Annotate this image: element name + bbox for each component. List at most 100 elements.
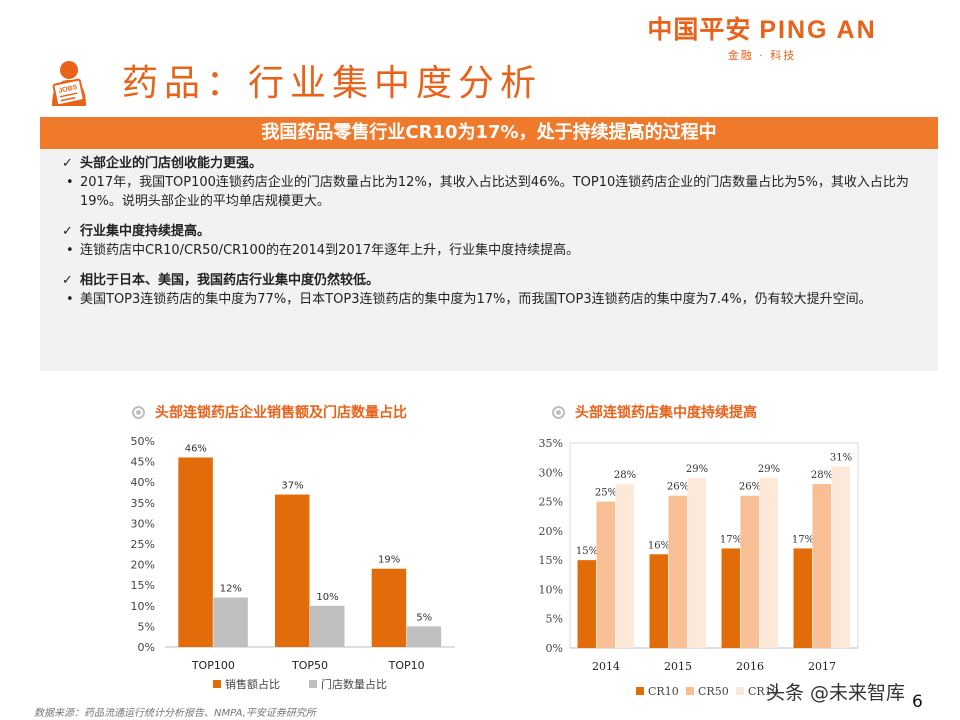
bar-门店数量占比 — [406, 626, 442, 647]
y-tick-label: 10% — [539, 583, 563, 596]
data-label: 28% — [811, 470, 833, 481]
y-tick-label: 25% — [539, 496, 563, 509]
summary-bullet: • 2017年，我国TOP100连锁药店企业的门店数量占比为12%，其收入占比达到… — [66, 175, 909, 209]
legend-label: CR10 — [748, 685, 779, 698]
bar-cr10 — [793, 548, 812, 648]
bar-cr100 — [615, 484, 634, 648]
data-label: 31% — [830, 452, 852, 463]
pingan-logo: 中国平安 PING AN 金融 · 科技 — [622, 16, 902, 63]
bar-cr50 — [812, 484, 831, 648]
y-tick-label: 35% — [539, 437, 563, 450]
data-label: 16% — [648, 540, 670, 551]
logo-en: PING AN — [759, 16, 877, 44]
bar-cr10 — [721, 548, 740, 648]
jobs-clipboard-icon: JOBS — [52, 61, 86, 107]
logo-text: 中国平安 PING AN — [622, 15, 902, 45]
data-label: 25% — [595, 488, 617, 499]
check-icon: ✓ — [62, 156, 73, 171]
check-icon: ✓ — [62, 273, 73, 288]
bar-cr100 — [687, 478, 706, 648]
x-tick-label: 2015 — [664, 660, 692, 673]
x-tick-label: TOP10 — [388, 659, 425, 672]
x-tick-label: 2016 — [736, 660, 764, 673]
y-tick-label: 40% — [131, 476, 155, 489]
summary-heading: ✓ 相比于日本、美国，我国药店行业集中度仍然较低。 — [62, 273, 380, 288]
x-tick-label: 2017 — [808, 660, 836, 673]
svg-text:JOBS: JOBS — [58, 84, 78, 95]
summary-heading: ✓ 行业集中度持续提高。 — [62, 224, 211, 239]
y-tick-label: 45% — [131, 456, 155, 469]
legend-label: CR10 — [648, 685, 679, 698]
data-label: 5% — [416, 612, 432, 623]
legend-label: 门店数量占比 — [321, 677, 387, 691]
x-tick-label: TOP100 — [191, 659, 235, 672]
bar-门店数量占比 — [310, 605, 345, 647]
y-tick-label: 5% — [138, 620, 155, 633]
x-tick-label: 2014 — [592, 660, 620, 673]
ring-bullet-icon — [552, 406, 565, 419]
summary-bullet: • 连锁药店中CR10/CR50/CR100的在2014到2017年逐年上升，行业… — [66, 243, 580, 258]
page-title: 药品：行业集中度分析 — [122, 63, 543, 104]
summary-heading: ✓ 头部企业的门店创收能力更强。 — [62, 156, 263, 171]
data-label: 29% — [686, 464, 708, 475]
y-tick-label: 30% — [131, 517, 155, 530]
legend-swatch — [309, 680, 317, 688]
legend-label: 销售额占比 — [225, 677, 280, 691]
summary-block: ✓ 行业集中度持续提高。 • 连锁药店中CR10/CR50/CR100的在2014到… — [62, 222, 914, 260]
summary-block: ✓ 头部企业的门店创收能力更强。 • 2017年，我国TOP100连锁药店企业的门店… — [62, 154, 914, 211]
bar-cr50 — [668, 495, 687, 648]
data-label: 12% — [220, 584, 242, 595]
legend-swatch — [686, 687, 694, 695]
summary-panel: ✓ 头部企业的门店创收能力更强。 • 2017年，我国TOP100连锁药店企业的门店… — [40, 149, 938, 371]
legend-swatch — [636, 687, 644, 695]
bar-销售额占比 — [371, 568, 407, 647]
data-label: 26% — [739, 482, 761, 493]
logo-cn: 中国平安 — [647, 15, 752, 44]
watermark: 头条 @未来智库 — [766, 682, 906, 704]
bar-cr10 — [577, 560, 596, 648]
data-label: 17% — [720, 534, 742, 545]
chart2-concentration-trend: 0% 5% 10% 15% 20% 25% 30% 35% 2014 15% 25% 28% 2015 1… — [539, 437, 859, 698]
bar-cr100 — [831, 466, 850, 648]
x-tick-label: TOP50 — [291, 659, 328, 672]
y-tick-label: 15% — [131, 579, 155, 592]
data-label: 15% — [576, 546, 598, 557]
bar-cr50 — [740, 495, 759, 648]
bar-销售额占比 — [178, 457, 213, 647]
ring-bullet-icon — [132, 406, 145, 419]
data-label: 37% — [281, 481, 303, 492]
summary-bullet: • 美国TOP3连锁药店的集中度为77%，日本TOP3连锁药店的集中度为17%，而… — [66, 292, 872, 307]
data-label: 29% — [758, 464, 780, 475]
y-tick-label: 0% — [138, 641, 155, 654]
logo-tagline: 金融 · 科技 — [727, 49, 797, 62]
y-tick-label: 20% — [131, 559, 155, 572]
y-tick-label: 10% — [131, 600, 155, 613]
data-label: 19% — [378, 555, 400, 566]
bar-销售额占比 — [275, 494, 310, 647]
check-icon: ✓ — [62, 224, 73, 239]
y-tick-label: 0% — [546, 642, 563, 655]
legend-swatch — [213, 680, 221, 688]
legend-label: CR50 — [698, 685, 729, 698]
data-label: 46% — [185, 443, 207, 454]
bullet-icon: • — [66, 292, 74, 307]
y-tick-label: 30% — [539, 466, 563, 479]
data-label: 26% — [667, 482, 689, 493]
y-tick-label: 5% — [546, 613, 563, 626]
y-tick-label: 25% — [131, 538, 155, 551]
bullet-icon: • — [66, 175, 74, 190]
summary-block: ✓ 相比于日本、美国，我国药店行业集中度仍然较低。 • 美国TOP3连锁药店的集中度… — [62, 271, 914, 309]
chart1-title: 头部连锁药店企业销售额及门店数量占比 — [132, 402, 407, 422]
data-label: 17% — [792, 534, 814, 545]
chart2-title: 头部连锁药店集中度持续提高 — [552, 402, 757, 422]
summary-banner: 我国药品零售行业CR10为17%，处于持续提高的过程中 — [40, 117, 938, 149]
y-tick-label: 15% — [539, 554, 563, 567]
y-tick-label: 20% — [539, 525, 563, 538]
page-number: 6 — [912, 692, 923, 712]
data-label: 10% — [316, 592, 338, 603]
data-label: 28% — [614, 470, 636, 481]
legend-swatch — [736, 687, 744, 695]
y-tick-label: 35% — [131, 497, 155, 510]
y-tick-label: 50% — [131, 435, 155, 448]
bar-cr10 — [649, 554, 668, 648]
